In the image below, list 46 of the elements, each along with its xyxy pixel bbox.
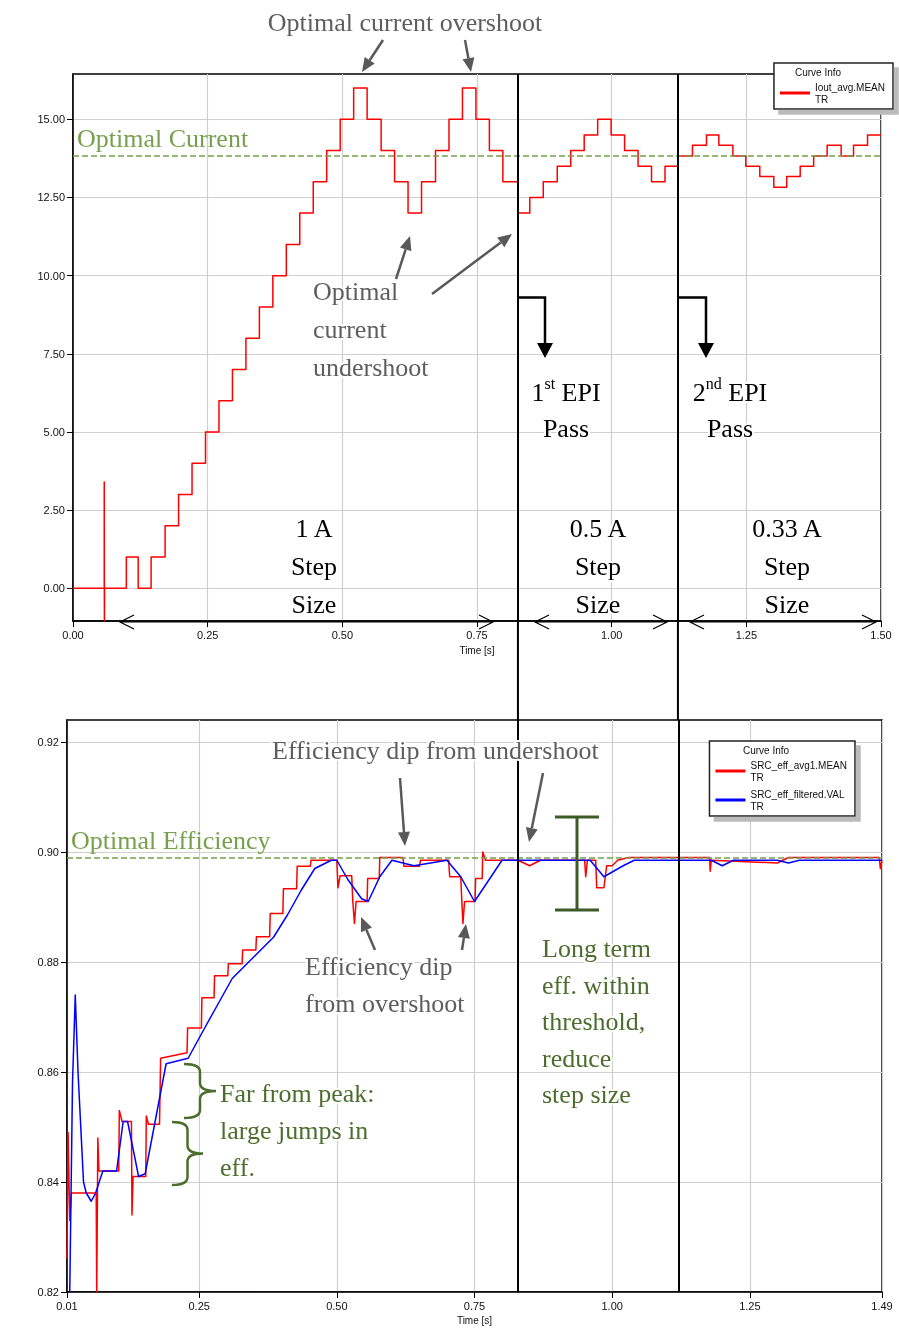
annotation: 0.33 A Step Size xyxy=(752,513,822,619)
y-tick-label: 0.90 xyxy=(37,846,59,858)
x-tick-label: 1.00 xyxy=(600,628,623,641)
x-tick-label: 1.49 xyxy=(871,1299,893,1312)
y-tick-label: 0.84 xyxy=(37,1176,59,1188)
y-tick-label: 2.50 xyxy=(43,504,65,517)
x-tick-label: 1.25 xyxy=(735,628,758,641)
annotation: Long term eff. within threshold, reduce step size xyxy=(542,933,652,1109)
ref-line-label: Optimal Current xyxy=(77,124,249,154)
annotation: 2$^{nd}$ EPI Pass xyxy=(692,375,768,443)
x-tick-label: 0.50 xyxy=(326,1299,348,1312)
annotation: Efficiency dip from overshoot xyxy=(305,951,466,1018)
legend-label: SRC_eff_filtered.VAL TR xyxy=(750,788,846,812)
annotation: 1$^{st}$ EPI Pass xyxy=(531,375,601,443)
x-axis-title: Time [s] xyxy=(459,644,495,656)
y-tick-label: 0.88 xyxy=(37,956,59,968)
legend-label: Iout_avg.MEAN TR xyxy=(814,81,886,105)
x-tick-label: 0.01 xyxy=(56,1299,78,1312)
x-axis-title: Time [s] xyxy=(456,1315,493,1327)
x-tick-label: 0.50 xyxy=(331,628,354,641)
x-tick-label: 0.75 xyxy=(466,628,488,641)
y-tick-label: 12.50 xyxy=(37,191,65,204)
y-tick-label: 0.00 xyxy=(43,582,65,595)
ref-line-label: Optimal Efficiency xyxy=(71,826,271,855)
annotation: Far from peak: large jumps in eff. xyxy=(220,1078,375,1182)
y-tick-label: 0.86 xyxy=(37,1066,59,1078)
x-tick-label: 0.25 xyxy=(196,628,219,641)
annotation: 0.5 A Step Size xyxy=(569,513,627,619)
y-tick-label: 0.92 xyxy=(37,736,59,748)
text: Optimal current overshoot xyxy=(267,7,543,37)
annotation: Optimal current undershoot xyxy=(313,276,430,382)
y-tick-label: 5.00 xyxy=(43,425,65,438)
legend-label: SRC_eff_avg1.MEAN TR xyxy=(750,759,847,783)
legend-title: Curve Info xyxy=(743,744,790,756)
x-tick-label: 0.25 xyxy=(188,1299,210,1312)
y-tick-label: 10.00 xyxy=(37,269,65,282)
x-tick-label: 1.50 xyxy=(870,628,892,641)
annotation: 1 A Step Size xyxy=(290,513,338,619)
y-tick-label: 0.82 xyxy=(37,1286,59,1298)
y-tick-label: 7.50 xyxy=(43,347,65,360)
legend-title: Curve Info xyxy=(795,66,842,78)
x-tick-label: 0.00 xyxy=(62,628,84,641)
y-tick-label: 15.00 xyxy=(37,113,65,126)
x-tick-label: 1.25 xyxy=(739,1299,761,1312)
x-tick-label: 0.75 xyxy=(463,1299,486,1312)
x-tick-label: 1.00 xyxy=(601,1299,623,1312)
